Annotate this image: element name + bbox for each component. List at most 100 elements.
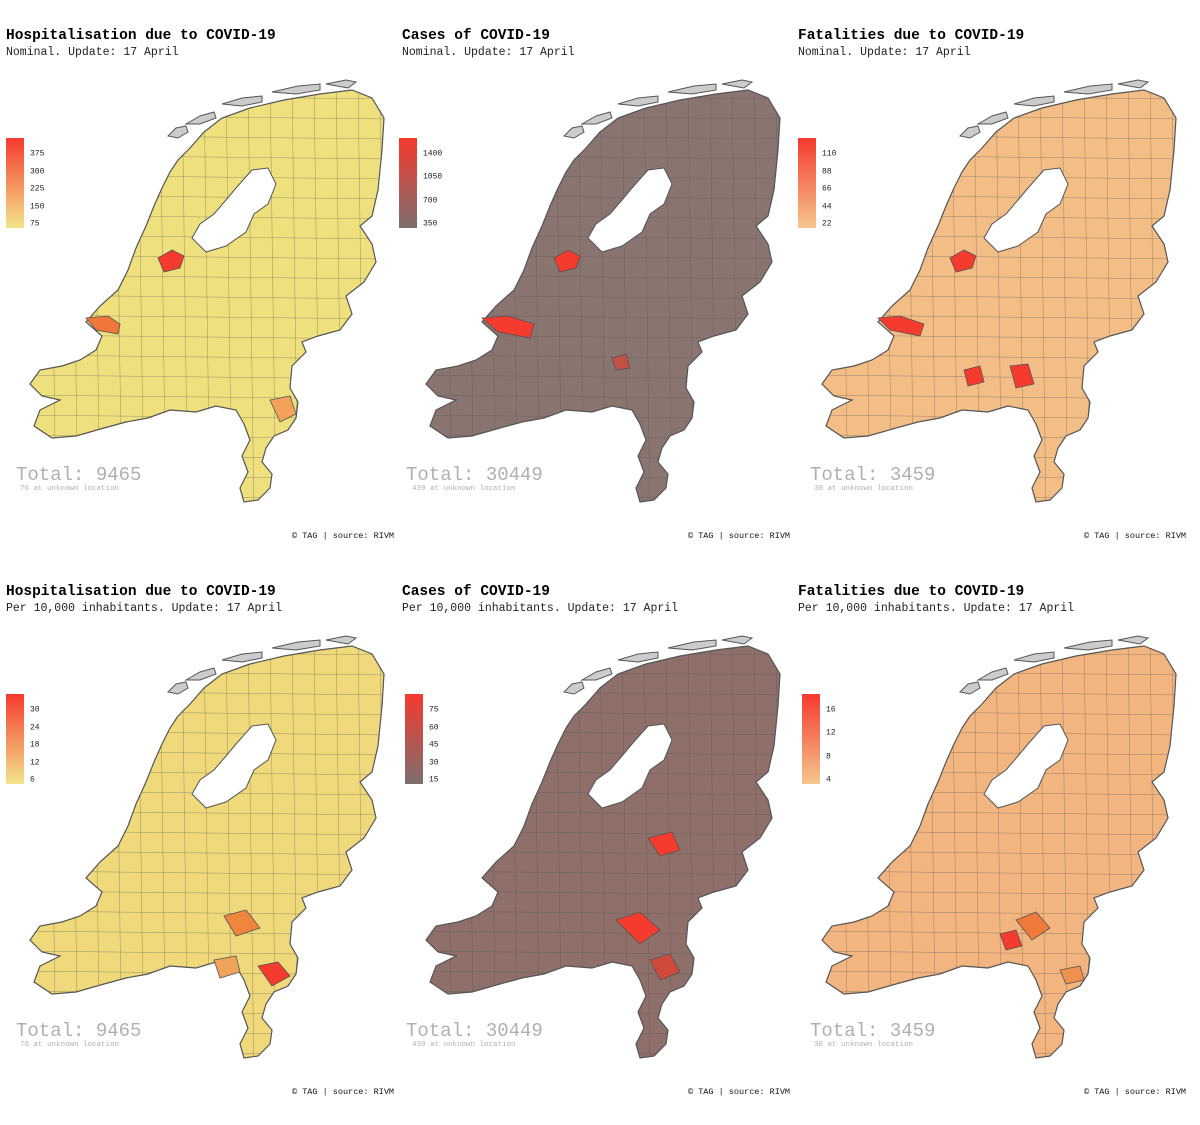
wadden-island: [1117, 79, 1150, 89]
panel-title: Cases of COVID-19: [402, 584, 550, 600]
legend-tick-label: 88: [816, 167, 832, 176]
legend-color-bar: [405, 694, 423, 784]
legend-tick-label: 375: [23, 149, 45, 159]
legend-tick-label: 8: [820, 752, 831, 762]
wadden-island: [1013, 95, 1055, 107]
netherlands-map: [425, 79, 781, 503]
wadden-island: [271, 639, 321, 651]
legend-tick-label: 12: [820, 728, 836, 738]
wadden-island: [184, 111, 217, 125]
netherlands-map: [821, 79, 1177, 503]
netherlands-map: [425, 635, 781, 1059]
wadden-island: [1117, 635, 1150, 645]
total-count: Total: 3459: [810, 1020, 936, 1042]
legend-tick-label: 75: [423, 705, 439, 715]
legend-color-bar: [6, 138, 24, 228]
legend-tick-label: 16: [820, 705, 836, 715]
legend-tick-label: 110: [815, 149, 837, 159]
hotspot-region: [223, 909, 261, 937]
panel-title: Fatalities due to COVID-19: [798, 28, 1025, 44]
legend-tick-label: 30: [24, 705, 40, 715]
hotspot-region: [949, 249, 977, 273]
source-credit: © TAG | source: RIVM: [1084, 1087, 1187, 1097]
legend-tick-label: 6: [24, 775, 35, 785]
legend-color-bar: [6, 694, 24, 784]
total-count: Total: 9465: [16, 464, 142, 486]
legend-tick-label: 1050: [416, 172, 443, 182]
hotspot-region: [553, 249, 581, 273]
legend-color-bar: [798, 138, 816, 228]
wadden-island: [580, 667, 613, 681]
wadden-island: [958, 681, 981, 695]
hotspot-region: [213, 955, 241, 979]
panel-title: Hospitalisation due to COVID-19: [6, 584, 276, 600]
netherlands-map: [821, 635, 1177, 1059]
map-layer: [425, 79, 781, 503]
unknown-location-note: 76 at unknown location: [20, 1041, 120, 1049]
map-layer: [29, 635, 385, 1059]
ijsselmeer: [983, 167, 1069, 253]
wadden-island: [166, 681, 189, 695]
total-count: Total: 30449: [406, 1020, 543, 1042]
source-credit: © TAG | source: RIVM: [292, 531, 395, 541]
legend-tick-label: 225: [23, 184, 45, 194]
panel-hospitalisation-per-10k: Hospitalisation due to COVID-19 Per 10,0…: [0, 556, 400, 1118]
wadden-island: [721, 635, 754, 645]
panel-subtitle: Nominal. Update: 17 April: [402, 46, 575, 59]
legend-tick-label: 1400: [416, 149, 443, 159]
hotspot-region: [963, 365, 985, 387]
ijsselmeer: [983, 723, 1069, 809]
source-credit: © TAG | source: RIVM: [688, 1087, 791, 1097]
unknown-location-note: 76 at unknown location: [20, 485, 120, 493]
panel-subtitle: Nominal. Update: 17 April: [6, 46, 179, 59]
hotspot-region: [157, 249, 185, 273]
hotspot-region: [481, 315, 535, 339]
legend-tick-label: 44: [816, 202, 832, 211]
wadden-island: [580, 111, 613, 125]
netherlands-map: [29, 79, 385, 503]
hotspot-region: [1015, 911, 1051, 941]
legend-tick-label: 700: [416, 196, 438, 206]
legend-tick-label: 60: [423, 723, 439, 732]
legend-tick-label: 150: [23, 202, 45, 211]
panel-title: Hospitalisation due to COVID-19: [6, 28, 276, 44]
legend-tick-label: 24: [24, 723, 40, 732]
legend-tick-label: 66: [816, 184, 832, 194]
wadden-island: [617, 95, 659, 107]
total-count: Total: 9465: [16, 1020, 142, 1042]
wadden-island: [271, 83, 321, 95]
hotspot-region: [269, 395, 297, 423]
hotspot-region: [877, 315, 925, 337]
legend-tick-label: 30: [423, 758, 439, 767]
panel-cases-per-10k: Cases of COVID-19 Per 10,000 inhabitants…: [396, 556, 796, 1118]
panel-fatalities-per-10k: Fatalities due to COVID-19 Per 10,000 in…: [792, 556, 1192, 1118]
legend-tick-label: 22: [816, 219, 832, 229]
unknown-location-note: 439 at unknown location: [412, 485, 516, 493]
hotspot-region: [257, 961, 291, 987]
panel-hospitalisation-nominal: Hospitalisation due to COVID-19 Nominal.…: [0, 0, 400, 562]
unknown-location-note: 439 at unknown location: [412, 1041, 516, 1049]
wadden-island: [721, 79, 754, 89]
legend-tick-label: 350: [416, 219, 438, 229]
wadden-island: [1063, 83, 1113, 95]
unknown-location-note: 30 at unknown location: [814, 485, 914, 493]
wadden-island: [667, 639, 717, 651]
wadden-island: [1013, 651, 1055, 663]
wadden-island: [667, 83, 717, 95]
legend-tick-label: 18: [24, 740, 40, 750]
panel-subtitle: Nominal. Update: 17 April: [798, 46, 971, 59]
total-count: Total: 3459: [810, 464, 936, 486]
wadden-island: [221, 651, 263, 663]
wadden-island: [958, 125, 981, 139]
map-layer: [425, 635, 781, 1059]
map-layer: [821, 635, 1177, 1059]
source-credit: © TAG | source: RIVM: [292, 1087, 395, 1097]
legend-tick-label: 4: [820, 775, 831, 785]
ijsselmeer: [587, 723, 673, 809]
panel-subtitle: Per 10,000 inhabitants. Update: 17 April: [402, 602, 679, 615]
wadden-island: [325, 79, 358, 89]
panel-cases-nominal: Cases of COVID-19 Nominal. Update: 17 Ap…: [396, 0, 796, 562]
hotspot-region: [85, 315, 121, 335]
map-layer: [29, 79, 385, 503]
wadden-island: [562, 681, 585, 695]
